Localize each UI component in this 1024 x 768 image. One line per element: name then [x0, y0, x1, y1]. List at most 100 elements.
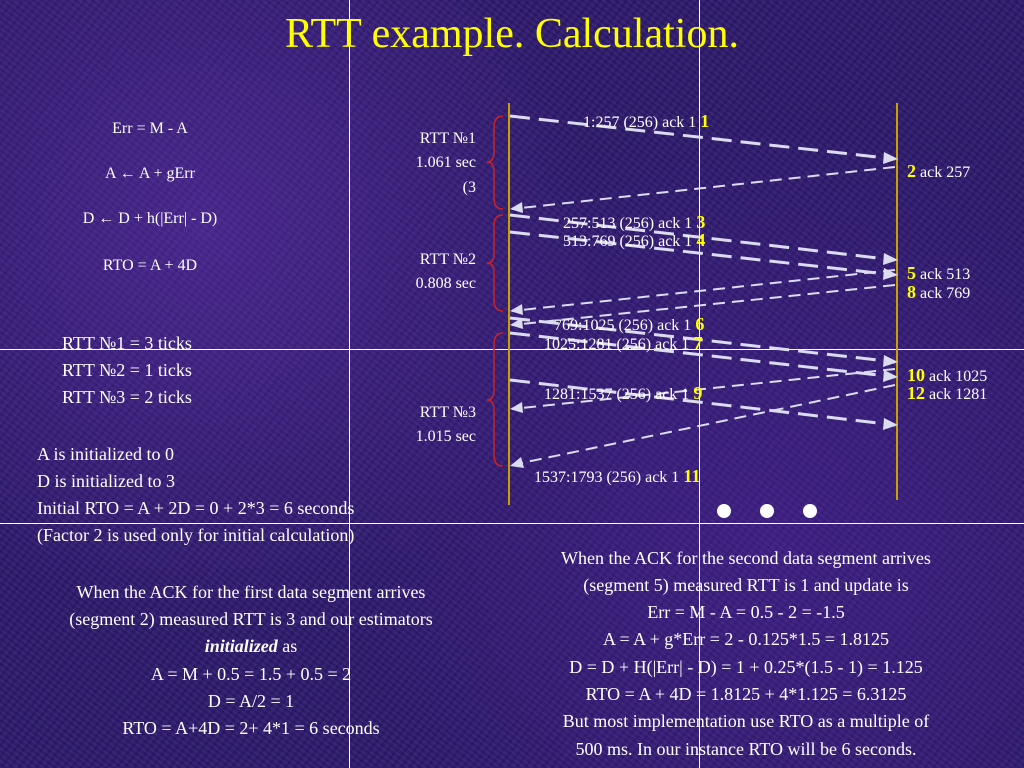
arrowhead [510, 318, 523, 329]
segment-arrow-1 [509, 114, 896, 161]
ellipsis-dots [717, 504, 817, 518]
first-ack-line5: D = A/2 = 1 [207, 691, 295, 711]
second-ack-line1: When the ACK for the second data segment… [561, 548, 931, 568]
second-ack-line2: (segment 5) measured RTT is 1 and update… [583, 575, 909, 595]
second-ack-line4: A = A + g*Err = 2 - 0.125*1.5 = 1.8125 [602, 629, 890, 649]
arrowhead [883, 355, 898, 367]
rtt-ticks-2: RTT №2 = 1 ticks [62, 360, 192, 380]
ack-number: 12 [907, 383, 925, 403]
segment-range: 769:1025 (256) ack 1 [554, 317, 692, 334]
ack-arrow-8 [511, 284, 896, 326]
ack-label: 10 ack 1025 [907, 365, 987, 386]
rtt1-label: RTT №1 [419, 130, 476, 147]
rtt-brace-1 [486, 115, 504, 210]
ack-arrow-10 [511, 368, 896, 410]
ack-text: ack 1281 [929, 386, 988, 403]
ack-number: 10 [907, 365, 925, 385]
segment-label: 1025:1281 (256) ack 1 7 [544, 333, 702, 354]
segment-range: 1025:1281 (256) ack 1 [544, 336, 690, 353]
first-ack-line4: A = M + 0.5 = 1.5 + 0.5 = 2 [150, 664, 352, 684]
rtt-ticks-1: RTT №1 = 3 ticks [62, 333, 192, 353]
init-rto: Initial RTO = A + 2D = 0 + 2*3 = 6 secon… [37, 498, 355, 518]
arrowhead [883, 370, 898, 382]
first-ack-line2: (segment 2) measured RTT is 3 and our es… [69, 609, 433, 629]
ack-label: 5 ack 513 [907, 263, 970, 284]
arrowhead [510, 457, 524, 468]
ack-label: 12 ack 1281 [907, 383, 987, 404]
segment-arrow-3 [509, 213, 896, 262]
segment-arrows [509, 114, 896, 427]
arrowheads [510, 152, 898, 468]
rtt-brace-3 [486, 332, 504, 467]
second-ack-line5: D = D + H(|Err| - D) = 1 + 0.25*(1.5 - 1… [569, 657, 923, 677]
initialized-emphasis: initialized [204, 636, 278, 656]
arrowhead [883, 268, 898, 280]
arrowhead [883, 152, 898, 164]
formula-err: Err = M - A [112, 120, 188, 137]
segment-arrow-7 [509, 331, 896, 379]
ellipsis-dot [717, 504, 731, 518]
segment-label: 1281:1537 (256) ack 1 9 [544, 383, 702, 404]
slide-title: RTT example. Calculation. [285, 11, 739, 57]
segment-range: 1:257 (256) ack 1 [583, 114, 697, 131]
first-ack-line1: When the ACK for the first data segment … [76, 582, 426, 602]
rtt3-label: RTT №3 [419, 404, 476, 421]
segment-range: 257:513 (256) ack 1 [563, 215, 693, 232]
rtt-braces [486, 115, 504, 467]
grid-line-h1 [0, 349, 1024, 350]
rtt1-ticks-fragment: (3 [462, 179, 476, 196]
ack-number: 8 [907, 282, 916, 302]
rtt3-sec: 1.015 sec [415, 428, 476, 445]
segment-number: 7 [693, 333, 703, 353]
segment-number: 4 [696, 230, 706, 250]
grid-line-v1 [349, 0, 350, 768]
formula-d: D ← D + h(|Err| - D) [82, 210, 218, 227]
ellipsis-dot [760, 504, 774, 518]
segment-label: 1:257 (256) ack 1 1 [583, 111, 709, 132]
second-ack-line3: Err = M - A = 0.5 - 2 = -1.5 [647, 602, 845, 622]
ack-text: ack 513 [920, 266, 971, 283]
ack-text: ack 1025 [929, 368, 988, 385]
rtt2-label: RTT №2 [419, 251, 476, 268]
segment-range: 513:769 (256) ack 1 [563, 233, 693, 250]
rtt-ticks-3: RTT №3 = 2 ticks [62, 387, 192, 407]
arrowhead [510, 304, 523, 315]
arrowhead [883, 253, 898, 265]
second-ack-line7: But most implementation use RTO as a mul… [562, 711, 930, 731]
ack-number: 2 [907, 161, 916, 181]
init-factor-note: (Factor 2 is used only for initial calcu… [37, 525, 355, 545]
formula-rto: RTO = A + 4D [102, 257, 198, 274]
formula-a: A ← A + gErr [105, 165, 195, 182]
segment-arrow-4 [509, 230, 896, 277]
first-ack-line3-rest: as [277, 636, 298, 656]
ack-text: ack 769 [920, 285, 971, 302]
segment-number: 3 [696, 212, 706, 232]
segment-label: 257:513 (256) ack 1 3 [563, 212, 705, 233]
first-ack-line6: RTO = A+4D = 2+ 4*1 = 6 seconds [122, 718, 380, 738]
init-d: D is initialized to 3 [37, 471, 175, 491]
rtt-brace-2 [486, 214, 504, 312]
segment-label: 1537:1793 (256) ack 1 11 [534, 466, 700, 487]
segment-range: 1281:1537 (256) ack 1 [544, 386, 690, 403]
ack-arrow-5 [511, 269, 896, 312]
segment-number: 6 [695, 314, 705, 334]
arrowhead [510, 402, 523, 413]
segment-number: 11 [683, 466, 701, 486]
grid-line-h2 [0, 523, 1024, 524]
init-a: A is initialized to 0 [37, 444, 174, 464]
segment-arrow-6 [509, 316, 896, 364]
ack-number: 5 [907, 263, 916, 283]
grid-line-v2 [699, 0, 700, 768]
ellipsis-dot [803, 504, 817, 518]
segment-label: 513:769 (256) ack 1 4 [563, 230, 705, 251]
segment-label: 769:1025 (256) ack 1 6 [554, 314, 704, 335]
ack-text: ack 257 [920, 164, 971, 181]
second-ack-line8: 500 ms. In our instance RTO will be 6 se… [575, 739, 917, 759]
segment-arrow-9 [509, 378, 896, 427]
ack-arrows [511, 166, 896, 466]
rtt1-sec: 1.061 sec [415, 154, 476, 171]
second-ack-line6: RTO = A + 4D = 1.8125 + 4*1.125 = 6.3125 [585, 684, 907, 704]
arrowhead [883, 418, 898, 430]
first-ack-line3: initialized as [0, 636, 502, 657]
